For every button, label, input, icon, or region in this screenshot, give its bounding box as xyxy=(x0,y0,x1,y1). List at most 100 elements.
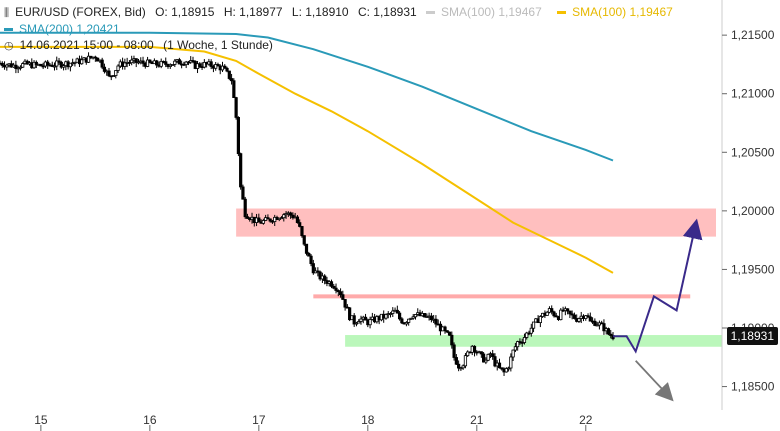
candle-body xyxy=(295,216,300,223)
candle-body xyxy=(395,309,399,314)
y-tick-label: 1,18500 xyxy=(731,380,775,394)
current-price-badge: 1,18931 xyxy=(726,327,778,345)
zones-layer xyxy=(236,208,722,347)
candle-body xyxy=(466,351,470,357)
header-row-3: ◷ 14.06.2021 15:00 - 08:00 (1 Woche, 1 St… xyxy=(4,38,279,52)
clock-icon: ◷ xyxy=(4,40,14,52)
candle-body xyxy=(336,290,340,293)
candle-body xyxy=(497,362,502,369)
candle-body xyxy=(136,61,141,64)
candle-body xyxy=(486,353,490,361)
high-value: H: 1,18977 xyxy=(223,5,283,19)
candle-body xyxy=(429,315,433,321)
candle-body xyxy=(141,60,145,64)
candle-body xyxy=(14,64,18,69)
candle-body xyxy=(34,61,38,65)
candle-body xyxy=(593,320,597,326)
candle-body xyxy=(145,59,150,67)
candle-body xyxy=(148,59,152,63)
candle-body xyxy=(209,61,213,67)
candle-body xyxy=(239,153,243,188)
candle-body xyxy=(407,318,411,323)
x-tick-label: 17 xyxy=(252,413,266,427)
support-zone xyxy=(345,335,722,347)
candle-body xyxy=(236,117,240,155)
candle-body xyxy=(357,321,361,324)
candle-body xyxy=(173,60,177,65)
candle-body xyxy=(491,353,495,358)
candle-body xyxy=(586,315,590,318)
sma100-gray-legend[interactable]: SMA(100) 1,19467 xyxy=(426,5,548,19)
candle-body xyxy=(525,332,529,338)
low-value: L: 1,18910 xyxy=(291,5,349,19)
candle-body xyxy=(450,334,454,346)
candle-body xyxy=(261,220,265,224)
candle-body xyxy=(609,333,613,336)
candle-body xyxy=(363,316,368,321)
candle-body xyxy=(459,367,463,370)
candle-body xyxy=(454,357,458,365)
candle-body xyxy=(388,313,393,315)
candle-body xyxy=(59,61,63,68)
candle-body xyxy=(413,314,418,318)
candle-body xyxy=(343,299,347,308)
candle-body xyxy=(484,359,488,363)
candle-body xyxy=(538,316,542,324)
candle-body xyxy=(55,60,59,67)
candle-body xyxy=(257,217,261,223)
candle-body xyxy=(570,313,574,316)
candle-body xyxy=(134,58,138,63)
candle-body xyxy=(232,80,236,98)
sma100-legend[interactable]: SMA(100) 1,19467 xyxy=(557,5,679,19)
candle-body xyxy=(348,307,352,321)
y-tick-label: 1,20000 xyxy=(731,204,775,218)
candle-body xyxy=(32,61,36,69)
candle-body xyxy=(606,328,611,335)
candle-body xyxy=(300,226,304,237)
sma200-legend[interactable]: SMA(200) 1,20421 xyxy=(4,22,126,36)
candle-body xyxy=(309,255,313,264)
close-value: C: 1,18931 xyxy=(357,5,417,19)
x-tick-label: 22 xyxy=(579,413,593,427)
candle-body xyxy=(52,65,57,68)
candle-body xyxy=(225,67,229,72)
candle-body xyxy=(41,65,45,68)
y-tick-label: 1,21500 xyxy=(731,28,775,42)
candle-body xyxy=(216,64,220,67)
candle-body xyxy=(443,326,447,332)
candle-body xyxy=(422,313,427,318)
x-tick-label: 15 xyxy=(34,413,48,427)
candle-body xyxy=(504,368,508,373)
candle-body xyxy=(227,70,231,79)
candle-body xyxy=(506,367,511,370)
candle-body xyxy=(243,198,247,218)
candle-body xyxy=(245,216,250,219)
candle-body xyxy=(323,275,327,281)
x-tick-label: 18 xyxy=(361,413,375,427)
candle-body xyxy=(289,212,293,216)
y-axis: 1,215001,210001,205001,200001,195001,190… xyxy=(721,0,775,410)
candle-body xyxy=(316,270,320,273)
candle-body xyxy=(447,331,452,336)
candle-body xyxy=(107,70,111,77)
forecast-up-arrow xyxy=(613,218,703,354)
candle-body xyxy=(384,314,388,319)
candle-body xyxy=(529,327,533,334)
candle-body xyxy=(354,322,359,325)
candle-body xyxy=(241,186,245,200)
candle-body xyxy=(311,263,315,274)
candle-body xyxy=(568,310,572,315)
candle-body xyxy=(577,318,581,322)
candle-body xyxy=(159,60,163,67)
candle-body xyxy=(279,217,284,220)
candle-body xyxy=(472,345,477,353)
header-row-2: SMA(200) 1,20421 xyxy=(4,22,132,36)
candle-body xyxy=(479,351,483,355)
candle-body xyxy=(400,318,404,324)
candle-body xyxy=(368,319,372,326)
candle-body xyxy=(100,59,104,68)
candle-body xyxy=(111,75,116,77)
y-tick-label: 1,20500 xyxy=(731,145,775,159)
candle-body xyxy=(234,97,238,118)
